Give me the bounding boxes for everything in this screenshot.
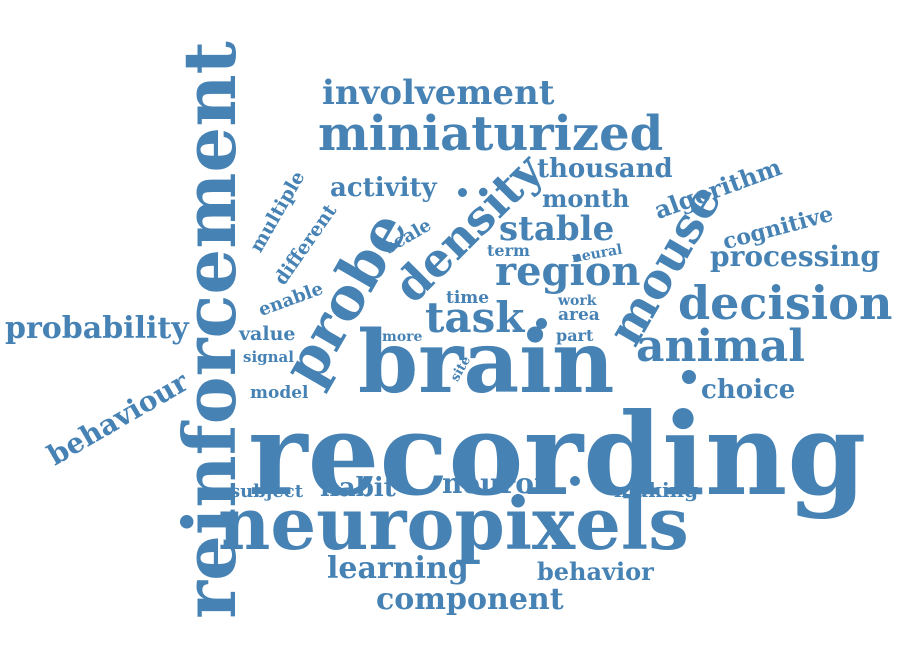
word-time: time <box>446 288 490 308</box>
word-term: term <box>487 241 530 260</box>
word-habit: habit <box>320 473 396 503</box>
word-month: month <box>542 184 630 213</box>
word-recording: recording <box>248 388 867 521</box>
word-neuropixels: neuropixels <box>218 481 689 566</box>
word-subject: subject <box>230 481 304 502</box>
word-neuron: neuron <box>442 467 555 500</box>
word-area: area <box>558 305 600 325</box>
dot-mark <box>536 318 547 329</box>
word-thousand: thousand <box>537 154 673 184</box>
word-animal: animal <box>636 321 805 372</box>
word-stable: stable <box>499 209 615 249</box>
dot-mark <box>570 476 580 486</box>
word-part: part <box>556 326 594 345</box>
word-learning: learning <box>327 551 469 586</box>
word-signal: signal <box>243 348 294 366</box>
word-decision: decision <box>678 276 893 330</box>
word-brain: brain <box>358 312 615 413</box>
word-region: region <box>495 248 641 295</box>
word-behavior: behavior <box>537 557 654 586</box>
word-choice: choice <box>701 375 796 405</box>
dot-mark <box>458 188 467 197</box>
word-model: model <box>250 383 309 403</box>
word-work: work <box>558 293 597 309</box>
word-activity: activity <box>330 173 437 203</box>
word-making: making <box>614 478 699 502</box>
word-miniaturized: miniaturized <box>318 106 664 162</box>
word-task: task <box>425 293 525 342</box>
word-probability: probability <box>5 311 189 346</box>
word-component: component <box>376 582 564 617</box>
word-processing: processing <box>710 240 880 273</box>
word-involvement: involvement <box>322 73 555 113</box>
dot-mark <box>682 370 696 384</box>
word-value: value <box>239 323 296 345</box>
word-more: more <box>382 329 423 345</box>
